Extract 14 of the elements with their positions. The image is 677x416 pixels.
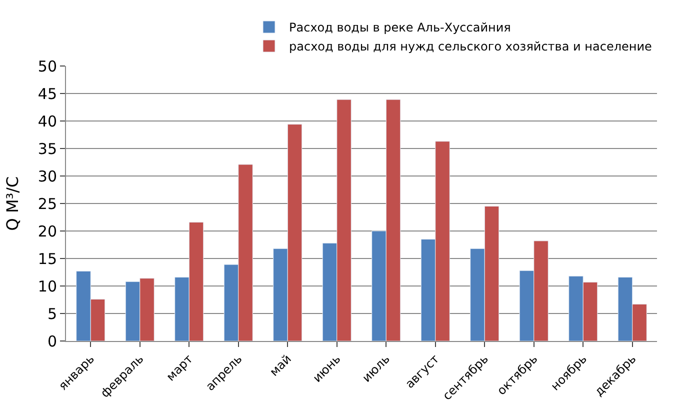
y-tick-label: 45: [38, 84, 57, 103]
y-tick-label: 25: [38, 194, 57, 213]
y-axis-title: Q М³/С: [2, 176, 22, 231]
y-tick-label: 30: [38, 167, 57, 186]
y-tick-label: 15: [38, 250, 57, 268]
y-tick-label: 20: [38, 222, 57, 240]
legend-label: расход воды для нужд сельского хозяйства и население: [289, 40, 652, 54]
y-tick-label: 35: [38, 140, 57, 158]
legend-label: Расход воды в реке Аль-Хуссайния: [289, 20, 511, 35]
y-tick-label: 5: [47, 304, 57, 323]
y-tick-label: 50: [38, 57, 57, 76]
y-tick-label: 0: [47, 332, 57, 350]
y-tick-label: 10: [38, 277, 57, 296]
y-tick-label: 40: [38, 112, 57, 130]
